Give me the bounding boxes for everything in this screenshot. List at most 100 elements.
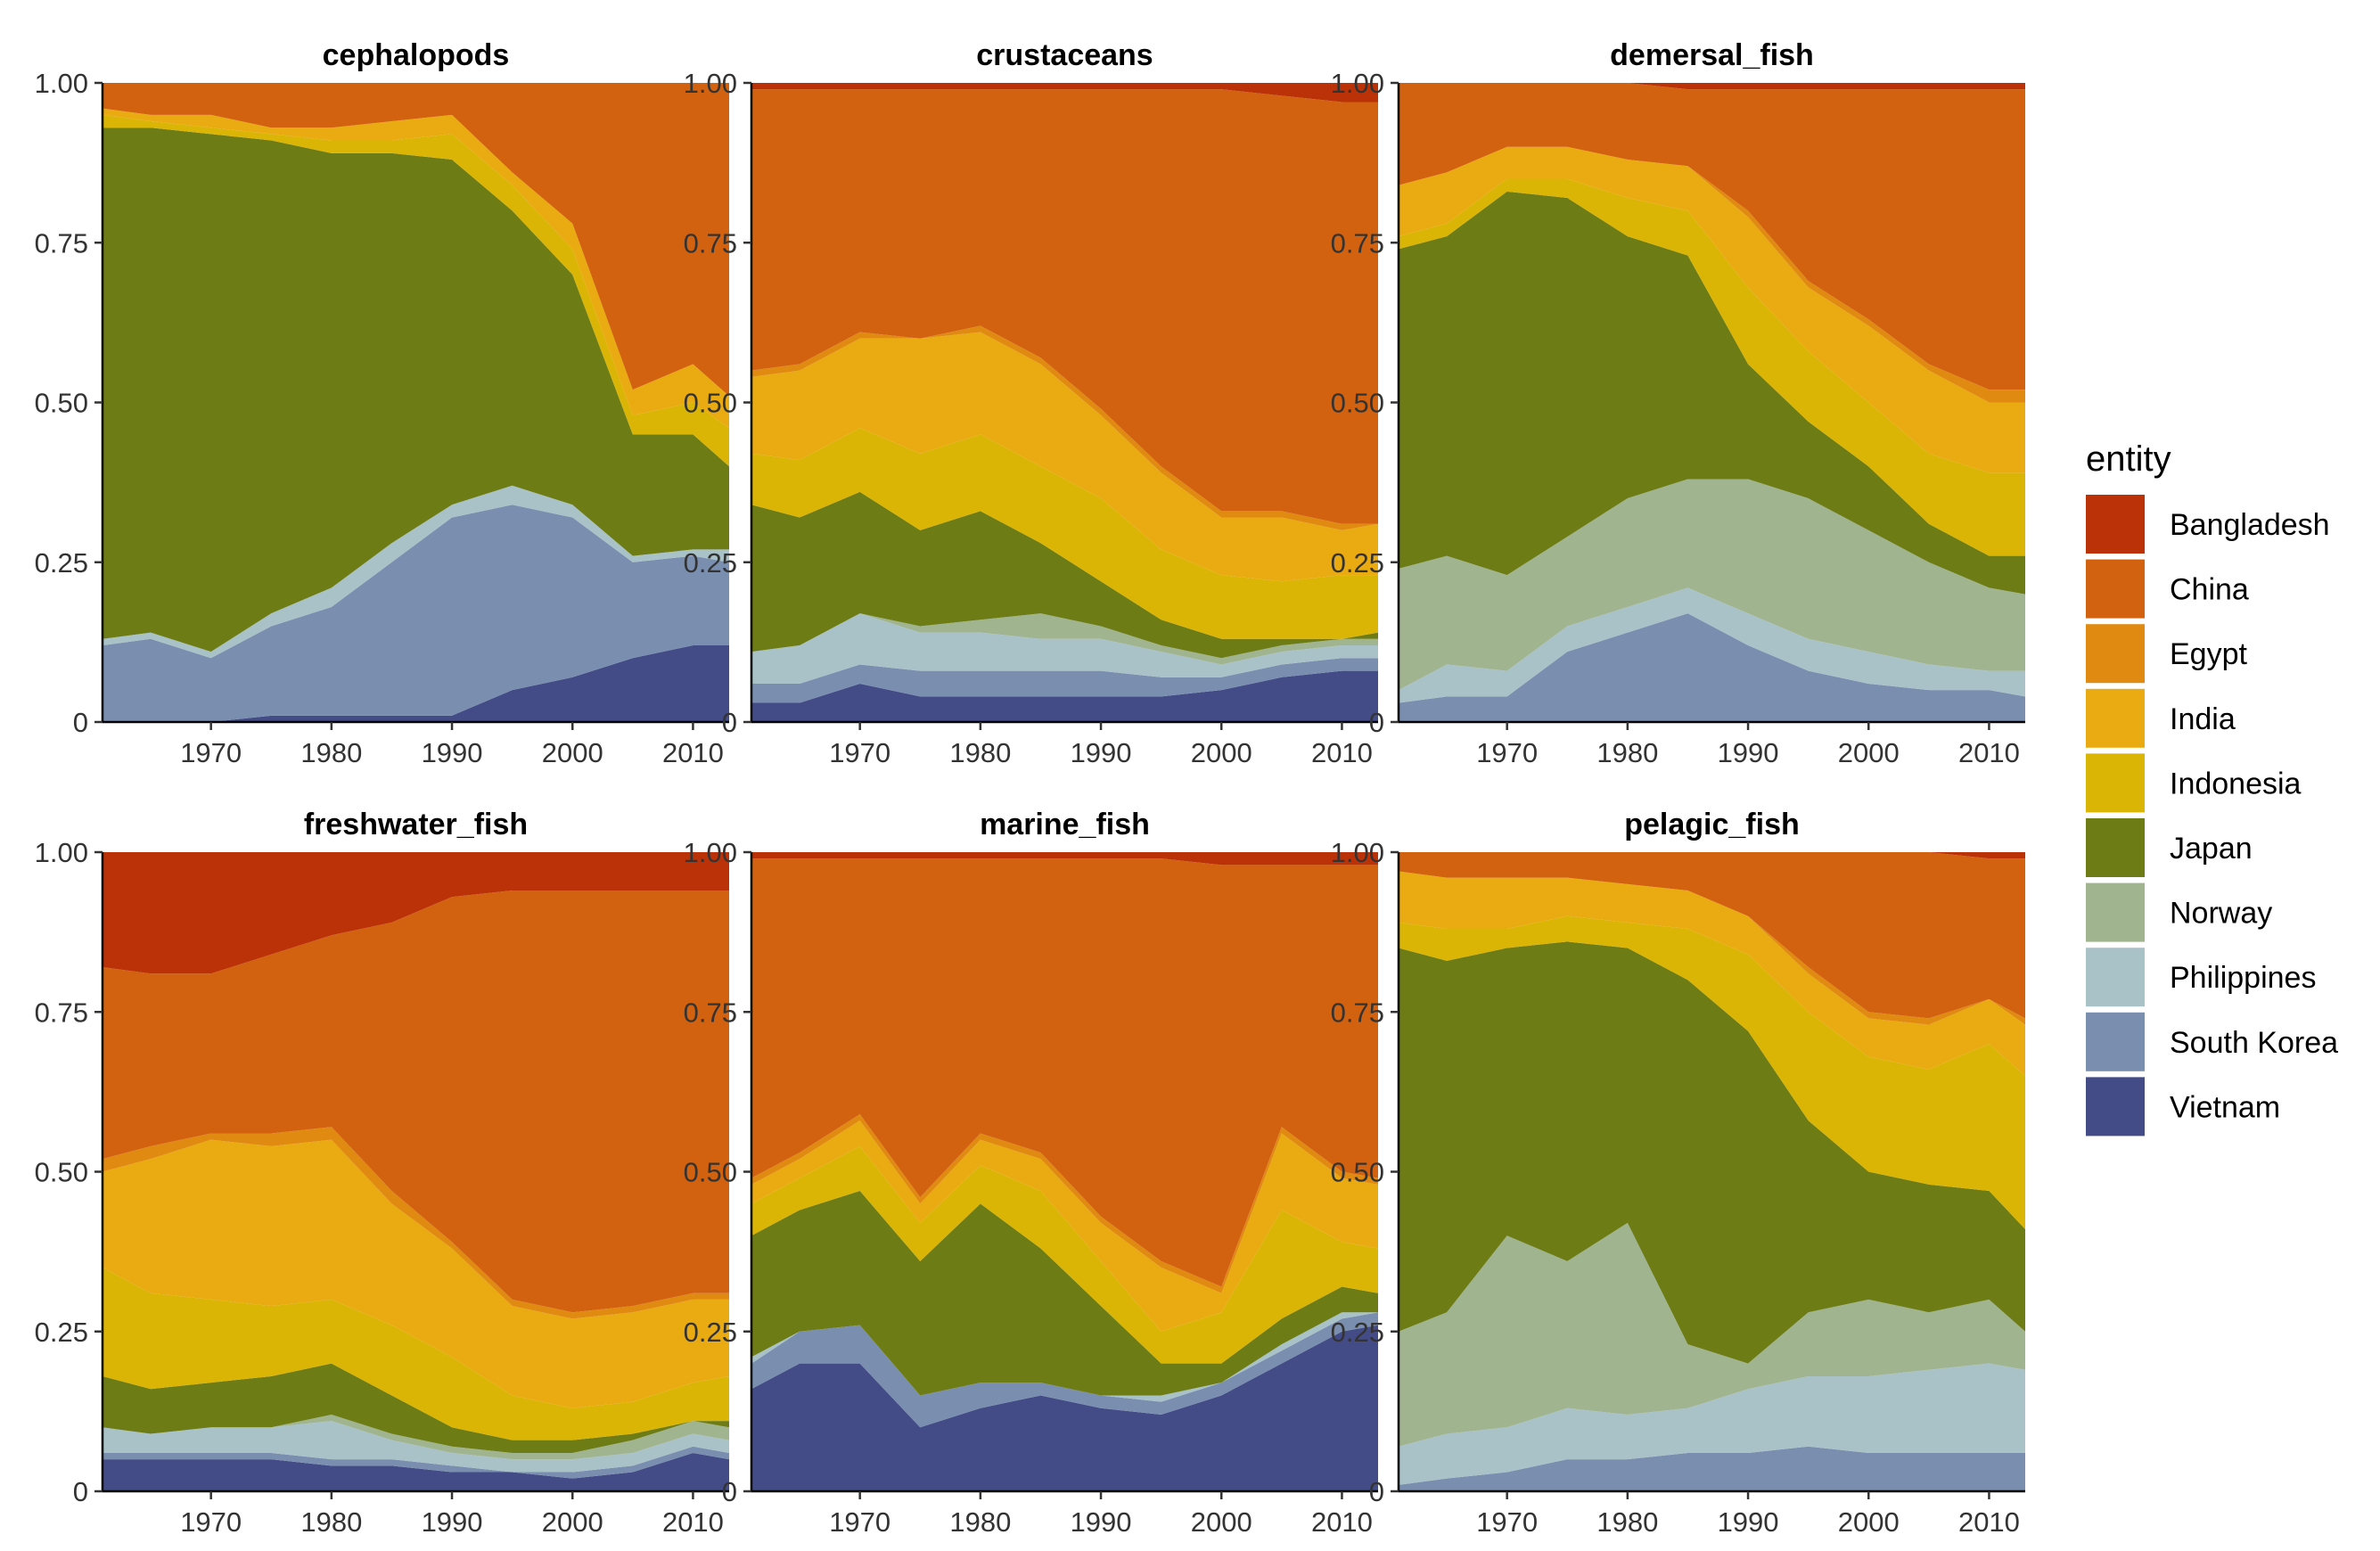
x-tick-label: 1970 [1476, 737, 1538, 768]
area-china [1399, 83, 2025, 390]
panel-title: pelagic_fish [1624, 808, 1800, 841]
x-tick-label: 1970 [1476, 1506, 1538, 1538]
legend-label: Indonesia [2170, 767, 2302, 800]
area-egypt [1399, 871, 2025, 1025]
x-tick-label: 2010 [1958, 737, 2020, 768]
legend-items: Bangladesh China Egypt India Indonesia Japan N… [2086, 495, 2338, 1137]
x-tick-label: 2000 [542, 1506, 603, 1538]
area-india [1399, 146, 2025, 473]
y-tick-label: 0.50 [35, 388, 88, 419]
legend-item-south-korea: South Korea [2086, 1012, 2338, 1071]
y-tick-label: 0.75 [684, 997, 737, 1028]
area-indonesia [103, 114, 729, 467]
y-tick-label: 0.75 [1331, 997, 1384, 1028]
area-norway [1399, 479, 2025, 691]
y-tick-label: 0.75 [35, 227, 88, 258]
y-tick-label: 0.25 [1331, 1317, 1384, 1348]
area-india [751, 1120, 1378, 1332]
panels: cephalopods 0 0.25 0.50 0.75 1.00 1970 1980 1990… [35, 38, 2025, 1538]
y-tick-label: 0.25 [35, 547, 88, 579]
area-norway [751, 613, 1378, 665]
x-tick-label: 1990 [422, 1506, 483, 1538]
x-tick-label: 1970 [829, 1506, 890, 1538]
panel-crustaceans: crustaceans 0 0.25 0.50 0.75 1.00 1970 1980 1990… [684, 38, 1378, 768]
y-tick-label: 0.50 [684, 388, 737, 419]
area-vietnam [751, 1325, 1378, 1491]
x-tick-label: 1990 [1071, 737, 1132, 768]
y-tick-label: 1.00 [684, 837, 737, 868]
legend-label: Philippines [2170, 961, 2316, 995]
area-japan [103, 127, 729, 652]
legend-label: South Korea [2170, 1026, 2338, 1060]
panel-freshwater-fish: freshwater_fish 0 0.25 0.50 0.75 1.00 1970 1980… [35, 808, 729, 1538]
panel-title: freshwater_fish [304, 808, 528, 841]
legend-item-norway: Norway [2086, 882, 2272, 942]
x-tick-label: 1980 [1596, 737, 1658, 768]
legend-item-egypt: Egypt [2086, 624, 2247, 684]
panel-title: cephalopods [323, 38, 510, 72]
x-tick-label: 1990 [1071, 1506, 1132, 1538]
area-bangladesh [103, 852, 729, 974]
y-tick-label: 0.50 [684, 1157, 737, 1188]
x-tick-label: 1990 [422, 737, 483, 768]
legend-item-vietnam: Vietnam [2086, 1077, 2280, 1137]
y-tick-label: 1.00 [35, 68, 88, 99]
area-south-korea [103, 1446, 729, 1479]
legend-item-indonesia: Indonesia [2086, 753, 2302, 813]
x-tick-label: 2010 [1311, 737, 1373, 768]
panel-demersal-fish: demersal_fish 0 0.25 0.50 0.75 1.00 1970 1980 19… [1331, 38, 2025, 768]
area-indonesia [751, 428, 1378, 639]
legend-item-bangladesh: Bangladesh [2086, 495, 2330, 554]
x-tick-label: 1970 [180, 1506, 242, 1538]
x-tick-label: 1990 [1718, 737, 1779, 768]
legend-label: Japan [2170, 832, 2253, 866]
area-india [103, 108, 729, 429]
y-tick-label: 0.75 [1331, 227, 1384, 258]
panel-title: crustaceans [976, 38, 1153, 72]
area-indonesia [751, 1145, 1378, 1364]
area-china [1399, 852, 2025, 1019]
y-tick-label: 0.50 [35, 1157, 88, 1188]
legend-label: Bangladesh [2170, 508, 2330, 542]
area-bangladesh [751, 83, 1378, 103]
legend-label: Vietnam [2170, 1090, 2280, 1124]
y-tick-label: 0 [722, 707, 737, 738]
legend-swatch [2086, 559, 2145, 619]
legend-swatch [2086, 624, 2145, 684]
panel-title: demersal_fish [1610, 38, 1814, 72]
y-tick-label: 0 [722, 1476, 737, 1507]
x-tick-label: 2000 [1191, 1506, 1252, 1538]
area-bangladesh [1399, 852, 2025, 859]
x-tick-label: 2010 [662, 737, 724, 768]
legend-swatch [2086, 753, 2145, 813]
legend-item-japan: Japan [2086, 818, 2253, 877]
y-tick-label: 1.00 [684, 68, 737, 99]
y-tick-label: 0.75 [35, 997, 88, 1028]
legend-label: Egypt [2170, 637, 2247, 671]
area-south-korea [751, 1312, 1378, 1428]
area-bangladesh [1399, 83, 2025, 90]
legend-item-india: India [2086, 688, 2236, 748]
area-japan [1399, 191, 2025, 595]
area-india [1399, 871, 2025, 1076]
legend-item-china: China [2086, 559, 2249, 619]
area-south-korea [1399, 613, 2025, 722]
x-tick-label: 2000 [1838, 1506, 1900, 1538]
area-philippines [751, 613, 1378, 684]
legend-swatch [2086, 948, 2145, 1007]
area-china [103, 83, 729, 397]
area-japan [103, 1363, 729, 1453]
y-tick-label: 0.25 [35, 1317, 88, 1348]
area-japan [751, 1191, 1378, 1396]
legend-label: Norway [2170, 897, 2272, 931]
x-tick-label: 2000 [1838, 737, 1900, 768]
y-tick-label: 0.50 [1331, 388, 1384, 419]
x-tick-label: 1980 [300, 737, 362, 768]
x-tick-label: 1980 [300, 1506, 362, 1538]
y-tick-label: 0 [73, 1476, 88, 1507]
x-tick-label: 1990 [1718, 1506, 1779, 1538]
x-tick-label: 2010 [1311, 1506, 1373, 1538]
legend-swatch [2086, 1012, 2145, 1071]
y-tick-label: 0.25 [684, 547, 737, 579]
